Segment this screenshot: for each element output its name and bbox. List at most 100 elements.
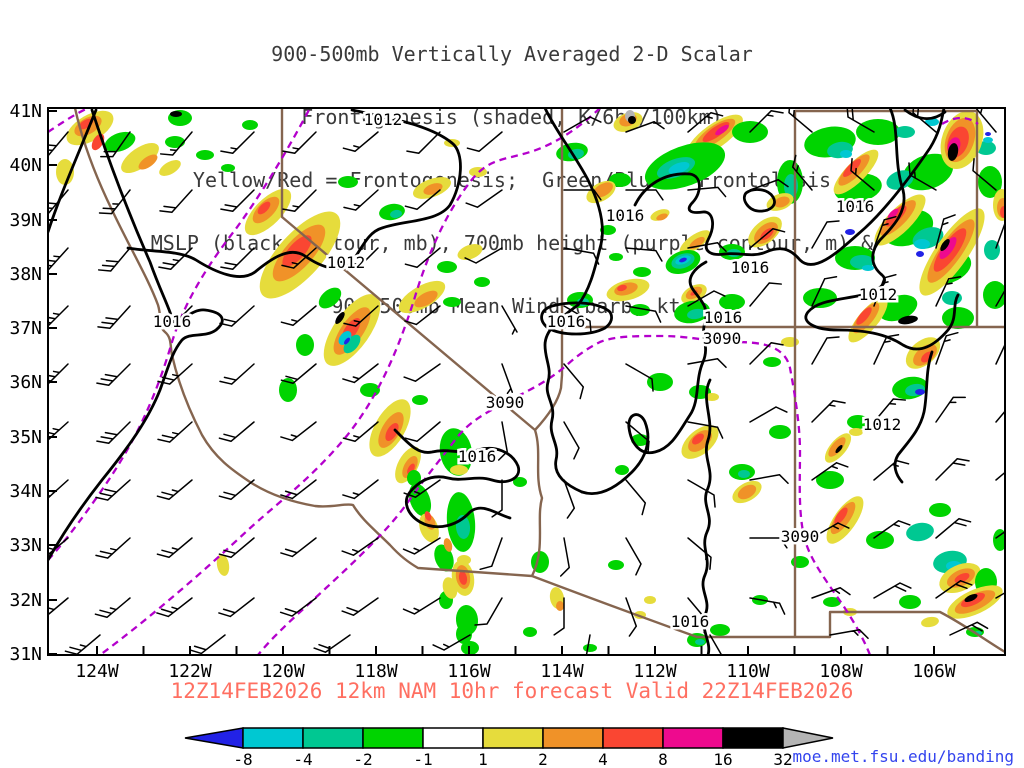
contour-label: 3090 — [781, 527, 820, 546]
wind-barb — [497, 421, 508, 461]
lat-tick-label: 33N — [9, 535, 42, 556]
state-border-path — [530, 429, 544, 577]
mslp-contour — [48, 108, 224, 562]
wind-barb — [935, 331, 959, 365]
contour-label: 1016 — [836, 197, 875, 216]
wind-barb — [559, 537, 570, 577]
wind-barb — [585, 634, 591, 655]
shading-blob — [159, 160, 181, 176]
wind-barb — [403, 479, 441, 498]
wind-barb — [157, 421, 193, 443]
lon-tick-label: 118W — [354, 661, 398, 682]
shading-blob — [887, 208, 899, 220]
mslp-contour — [742, 188, 776, 213]
wind-barb — [788, 108, 813, 133]
wind-barb — [687, 290, 726, 307]
shading-blob — [947, 143, 959, 161]
height-contour — [99, 108, 601, 655]
wind-barb — [156, 597, 193, 618]
axes: 41N 40N 39N 38N 37N 36N 35N 34N 33N 32N 31N 124W 122… — [9, 101, 955, 682]
contour-label: 3090 — [703, 329, 742, 348]
colorbar-tick-label: 2 — [538, 750, 548, 768]
shading-blob — [939, 236, 957, 260]
wind-barb — [873, 273, 897, 307]
contour-label: 1016 — [606, 206, 645, 225]
wind-barb — [95, 479, 131, 501]
wind-barb — [811, 336, 840, 365]
wind-barb — [281, 247, 317, 269]
lon-tick-label: 114W — [540, 661, 584, 682]
shading-blob — [338, 176, 358, 188]
height-contour — [48, 108, 312, 561]
state-border-path — [280, 108, 536, 431]
colorbar-tick-label: -8 — [233, 750, 252, 768]
shading-blob — [121, 142, 159, 174]
wind-barb — [995, 342, 1005, 365]
wind-barb — [402, 597, 441, 615]
wind-barb — [220, 247, 255, 270]
wind-barb — [829, 629, 869, 640]
shading-blob — [983, 137, 993, 143]
wind-barb — [156, 479, 193, 501]
shading-blob — [556, 601, 564, 611]
shading-blob — [609, 253, 623, 261]
shading-blob — [78, 118, 94, 130]
shading-blob — [457, 244, 483, 260]
wind-barb — [935, 580, 973, 599]
wind-barb — [749, 342, 784, 365]
colorbar-tick-label: -1 — [413, 750, 432, 768]
shading-blob — [628, 116, 636, 124]
wind-barb — [625, 479, 647, 516]
wind-barb — [491, 479, 503, 518]
shading-blob — [774, 196, 790, 208]
shading-blob — [984, 240, 1000, 260]
mslp-contour — [543, 108, 604, 307]
shading-blob — [737, 484, 757, 500]
wind-barb — [97, 305, 131, 330]
wind-barb — [404, 247, 441, 269]
colorbar-segment — [302, 727, 364, 749]
lat-tick-label: 39N — [9, 210, 42, 231]
shading-blob — [895, 126, 915, 138]
wind-barb — [749, 110, 784, 133]
colorbar-segment — [602, 727, 664, 749]
shading-blob — [862, 265, 874, 271]
title-line-1: 900-500mb Vertically Averaged 2-D Scalar — [271, 42, 753, 66]
wind-barb — [48, 597, 69, 616]
shading-blob — [985, 132, 991, 136]
shading-blob — [282, 235, 312, 267]
contour-label: 1016 — [671, 612, 710, 631]
wind-barb — [219, 363, 255, 385]
wind-barb — [94, 597, 131, 619]
mslp-contour — [580, 260, 708, 495]
wind-barb — [474, 597, 503, 626]
wind-barb — [96, 363, 131, 386]
wind-barb — [220, 131, 255, 154]
lat-tick-label: 37N — [9, 318, 42, 339]
credit-link[interactable]: moe.met.fsu.edu/banding — [792, 747, 1014, 766]
shading-blob — [443, 538, 453, 552]
wind-barb — [158, 305, 193, 328]
shading-blob — [840, 150, 852, 158]
shading-blob — [221, 164, 235, 172]
shading-blob — [608, 560, 624, 570]
wind-barb — [48, 247, 69, 272]
wind-barb — [687, 186, 727, 198]
lon-tick-label: 124W — [75, 661, 119, 682]
wind-barb — [218, 597, 255, 618]
shading-blob — [615, 465, 629, 475]
contour-label: 1016 — [458, 447, 497, 466]
mslp-contour — [893, 350, 934, 484]
shading-blob — [138, 154, 158, 170]
shading-blob — [656, 213, 668, 221]
state-border-path — [73, 108, 1005, 654]
lon-tick-label: 120W — [261, 661, 305, 682]
colorbar-segment — [722, 727, 784, 749]
wind-barb — [811, 522, 850, 539]
wind-barb — [160, 131, 193, 156]
shading-blob — [853, 199, 867, 213]
shading-blob — [343, 334, 361, 354]
contour-label: 1016 — [731, 258, 770, 277]
wind-barb — [811, 275, 838, 307]
